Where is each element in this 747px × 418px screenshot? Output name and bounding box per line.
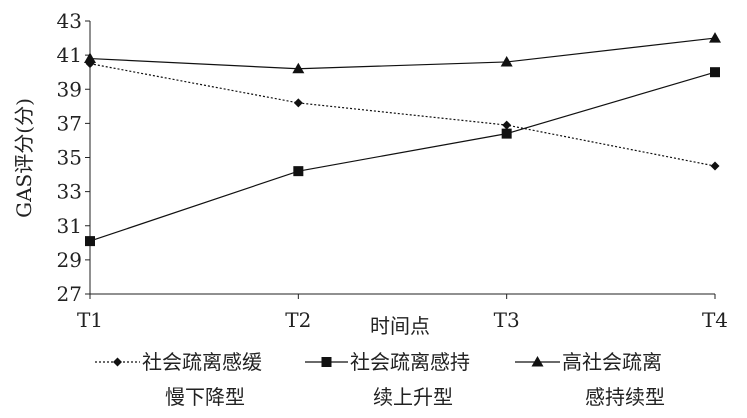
legend-marker-diamond xyxy=(113,357,122,367)
x-ticks: T1 T2 T3 T4 xyxy=(77,294,728,332)
y-tick-label: 33 xyxy=(57,180,82,204)
data-point-triangle xyxy=(84,52,96,64)
series-triangle xyxy=(84,32,721,74)
y-tick-label: 39 xyxy=(57,77,82,101)
data-point-square xyxy=(293,166,304,177)
data-point-square xyxy=(501,128,512,139)
legend-marker-square xyxy=(321,357,332,367)
legend-label: 社会疏离感持 xyxy=(350,350,470,374)
x-tick-label: T4 xyxy=(702,308,728,332)
y-tick-label: 31 xyxy=(57,214,82,238)
y-tick-label: 27 xyxy=(57,282,82,306)
y-tick-label: 37 xyxy=(57,111,82,135)
plot-area: 27 29 31 33 35 37 39 41 43 T1 T2 T3 T4 xyxy=(57,9,728,332)
series-line xyxy=(89,37,716,70)
data-point-diamond xyxy=(293,98,303,108)
data-point-triangle xyxy=(709,32,721,43)
y-tick-label: 43 xyxy=(57,9,82,33)
series-line xyxy=(89,63,716,167)
legend-label: 感持续型 xyxy=(585,385,665,409)
series-line xyxy=(89,71,716,242)
y-tick-label: 29 xyxy=(57,248,82,272)
y-tick-label: 35 xyxy=(57,146,82,170)
legend-label: 慢下降型 xyxy=(165,385,245,409)
legend-label: 社会疏离感缓 xyxy=(142,350,262,374)
data-point-square xyxy=(85,236,95,247)
y-axis-label: GAS评分(分) xyxy=(12,98,36,218)
data-point-triangle xyxy=(292,62,305,74)
data-point-triangle xyxy=(500,55,513,67)
y-tick-label: 41 xyxy=(57,43,82,67)
y-ticks: 27 29 31 33 35 37 39 41 43 xyxy=(57,9,90,306)
x-tick-label: T2 xyxy=(285,308,311,332)
x-tick-label: T1 xyxy=(77,308,103,332)
series-layer xyxy=(84,32,721,247)
x-axis-label: 时间点 xyxy=(370,314,430,338)
legend-label: 高社会疏离 xyxy=(562,350,662,374)
data-point-diamond xyxy=(502,120,512,130)
series-diamond xyxy=(85,59,720,171)
data-point-diamond xyxy=(710,161,720,171)
series-square xyxy=(85,67,720,247)
legend-label: 续上升型 xyxy=(373,385,453,409)
data-point-square xyxy=(710,67,720,78)
x-tick-label: T3 xyxy=(494,308,520,332)
legend-marker-triangle xyxy=(531,356,544,367)
